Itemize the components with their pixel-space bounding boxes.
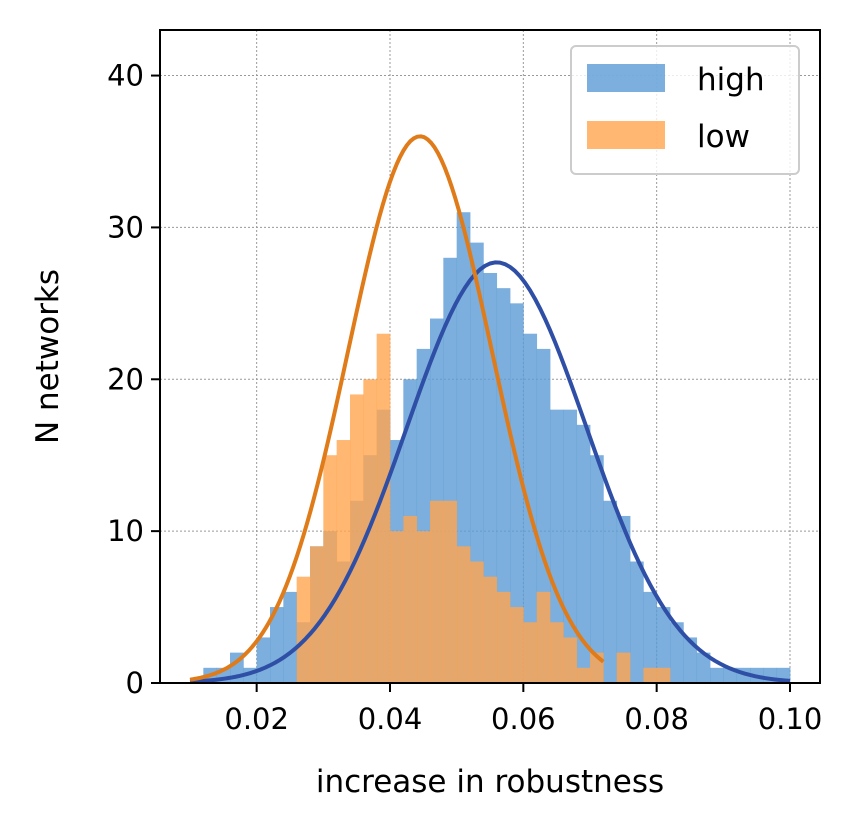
bar-low <box>510 607 524 683</box>
high-fit-curve <box>189 260 791 684</box>
x-tick-label: 0.06 <box>491 702 556 736</box>
legend-label-low: low <box>697 119 750 155</box>
bar-low <box>563 637 578 683</box>
bar-low <box>416 531 431 683</box>
bar-high <box>616 515 631 683</box>
bar-low <box>643 667 658 683</box>
bar-high <box>576 424 591 683</box>
bar-high <box>656 607 671 683</box>
x-tick-label: 0.04 <box>358 702 423 736</box>
bar-low <box>336 440 351 683</box>
bar-high <box>256 637 271 683</box>
x-tick-label: 0.10 <box>758 702 823 736</box>
bar-low <box>470 561 484 683</box>
y-tick-label: 30 <box>107 210 144 244</box>
bar-low <box>523 622 538 683</box>
bar-low <box>350 394 364 683</box>
plot-frame <box>159 29 821 684</box>
bar-high <box>283 591 298 683</box>
legend-label-high: high <box>697 62 765 98</box>
x-axis-label: increase in robustness <box>316 764 664 800</box>
bar-high <box>510 303 524 683</box>
bar-high <box>670 622 684 683</box>
bar-low <box>496 591 511 683</box>
bar-low <box>430 500 444 683</box>
bar-low <box>483 576 498 683</box>
low-fit-curve <box>189 134 605 682</box>
bar-low <box>323 455 338 683</box>
bar-high <box>603 500 618 683</box>
bar-low <box>536 591 551 683</box>
legend: high low <box>570 45 800 175</box>
bar-low <box>390 531 404 683</box>
bar-high <box>550 409 564 683</box>
bar-high <box>643 591 658 683</box>
x-tick-label: 0.02 <box>224 702 289 736</box>
bar-low <box>296 576 311 683</box>
legend-swatch-high <box>587 64 665 92</box>
bars-layer <box>203 212 791 684</box>
ticks-layer: 0.02 0.04 0.06 0.08 0.10 0 10 20 30 40 <box>107 59 822 736</box>
bar-low <box>403 515 418 683</box>
legend-swatch-low <box>587 121 665 149</box>
bar-low <box>656 667 671 683</box>
y-tick-label: 20 <box>107 362 144 396</box>
bar-low <box>310 546 324 683</box>
bar-low <box>576 667 591 683</box>
fit-curves-layer <box>189 134 791 684</box>
y-tick-label: 10 <box>107 514 144 548</box>
bar-high <box>710 667 724 683</box>
y-tick-label: 40 <box>107 59 144 93</box>
y-tick-label: 0 <box>126 666 144 700</box>
series-low <box>296 333 671 683</box>
bar-high <box>696 652 711 683</box>
bar-high <box>630 561 644 683</box>
x-tick-label: 0.08 <box>624 702 689 736</box>
y-axis-label: N networks <box>30 269 66 444</box>
bar-low <box>376 333 391 683</box>
bar-low <box>456 546 471 683</box>
bar-high <box>683 637 698 683</box>
bar-low <box>443 500 458 683</box>
bar-low <box>616 652 631 683</box>
bar-high <box>590 455 604 683</box>
bar-low <box>550 622 564 683</box>
